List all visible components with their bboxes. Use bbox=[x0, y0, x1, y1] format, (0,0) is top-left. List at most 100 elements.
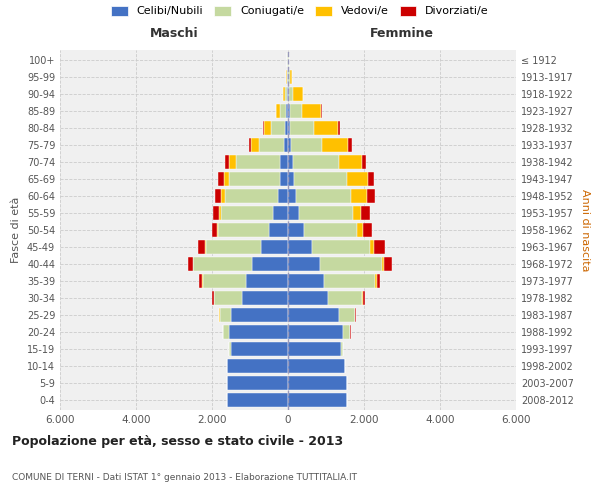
Bar bbox=[288, 392, 347, 407]
Bar bbox=[288, 87, 289, 102]
Bar bbox=[377, 274, 380, 288]
Bar bbox=[199, 240, 205, 254]
Bar bbox=[199, 274, 202, 288]
Bar bbox=[288, 290, 328, 305]
Bar bbox=[214, 290, 242, 305]
Text: COMUNE DI TERNI - Dati ISTAT 1° gennaio 2013 - Elaborazione TUTTITALIA.IT: COMUNE DI TERNI - Dati ISTAT 1° gennaio … bbox=[12, 473, 357, 482]
Bar bbox=[221, 189, 225, 204]
Bar bbox=[302, 104, 321, 118]
Bar bbox=[288, 104, 290, 118]
Bar bbox=[273, 206, 288, 220]
Text: Popolazione per età, sesso e stato civile - 2013: Popolazione per età, sesso e stato civil… bbox=[12, 435, 343, 448]
Bar bbox=[203, 274, 246, 288]
Bar bbox=[249, 138, 251, 152]
Bar bbox=[362, 155, 366, 170]
Bar bbox=[322, 138, 349, 152]
Bar bbox=[324, 274, 376, 288]
Bar bbox=[278, 189, 288, 204]
Bar bbox=[220, 308, 231, 322]
Bar bbox=[288, 324, 343, 339]
Bar bbox=[349, 138, 352, 152]
Bar bbox=[311, 240, 370, 254]
Bar bbox=[357, 223, 363, 237]
Bar bbox=[288, 240, 311, 254]
Bar bbox=[269, 223, 288, 237]
Bar bbox=[212, 290, 214, 305]
Bar bbox=[229, 155, 236, 170]
Bar bbox=[225, 189, 278, 204]
Bar bbox=[287, 87, 288, 102]
Bar bbox=[229, 342, 231, 356]
Y-axis label: Fasce di età: Fasce di età bbox=[11, 197, 21, 263]
Bar bbox=[288, 172, 294, 186]
Y-axis label: Anni di nascita: Anni di nascita bbox=[580, 188, 590, 271]
Bar bbox=[374, 240, 385, 254]
Bar bbox=[363, 290, 365, 305]
Bar bbox=[304, 223, 357, 237]
Bar bbox=[252, 256, 288, 271]
Bar bbox=[384, 256, 392, 271]
Bar bbox=[290, 104, 302, 118]
Bar bbox=[290, 70, 292, 84]
Bar bbox=[367, 189, 374, 204]
Bar bbox=[293, 155, 339, 170]
Bar bbox=[217, 223, 218, 237]
Bar bbox=[368, 172, 374, 186]
Bar bbox=[288, 138, 292, 152]
Bar bbox=[283, 87, 285, 102]
Bar bbox=[206, 240, 260, 254]
Bar bbox=[296, 189, 351, 204]
Bar bbox=[218, 223, 269, 237]
Bar bbox=[231, 308, 288, 322]
Bar bbox=[223, 324, 229, 339]
Bar bbox=[363, 223, 371, 237]
Bar bbox=[213, 206, 219, 220]
Bar bbox=[294, 172, 347, 186]
Bar bbox=[341, 342, 343, 356]
Bar bbox=[260, 240, 288, 254]
Bar bbox=[362, 290, 363, 305]
Bar bbox=[290, 121, 314, 136]
Bar bbox=[288, 376, 347, 390]
Bar bbox=[224, 172, 229, 186]
Bar bbox=[353, 206, 361, 220]
Bar bbox=[227, 392, 288, 407]
Text: Maschi: Maschi bbox=[149, 27, 199, 40]
Bar bbox=[293, 87, 303, 102]
Bar bbox=[320, 256, 382, 271]
Bar bbox=[215, 189, 221, 204]
Bar bbox=[343, 324, 350, 339]
Bar bbox=[205, 240, 206, 254]
Bar bbox=[299, 206, 353, 220]
Bar bbox=[224, 155, 229, 170]
Bar bbox=[376, 274, 377, 288]
Bar bbox=[288, 155, 293, 170]
Legend: Celibi/Nubili, Coniugati/e, Vedovi/e, Divorziati/e: Celibi/Nubili, Coniugati/e, Vedovi/e, Di… bbox=[111, 6, 489, 16]
Bar bbox=[288, 256, 320, 271]
Bar bbox=[218, 172, 224, 186]
Bar bbox=[288, 358, 345, 373]
Bar bbox=[361, 206, 370, 220]
Bar bbox=[263, 121, 264, 136]
Bar bbox=[288, 121, 290, 136]
Bar bbox=[285, 121, 288, 136]
Bar bbox=[259, 138, 284, 152]
Bar bbox=[288, 342, 341, 356]
Bar bbox=[218, 308, 220, 322]
Bar bbox=[280, 155, 288, 170]
Bar bbox=[284, 138, 288, 152]
Bar bbox=[188, 256, 193, 271]
Bar bbox=[276, 104, 280, 118]
Bar bbox=[314, 121, 338, 136]
Bar bbox=[288, 274, 324, 288]
Bar bbox=[288, 308, 340, 322]
Bar bbox=[280, 104, 286, 118]
Bar bbox=[288, 223, 304, 237]
Bar bbox=[350, 189, 367, 204]
Bar bbox=[229, 172, 280, 186]
Bar bbox=[292, 138, 322, 152]
Bar bbox=[236, 155, 280, 170]
Bar bbox=[231, 342, 288, 356]
Bar bbox=[212, 223, 217, 237]
Bar bbox=[340, 308, 355, 322]
